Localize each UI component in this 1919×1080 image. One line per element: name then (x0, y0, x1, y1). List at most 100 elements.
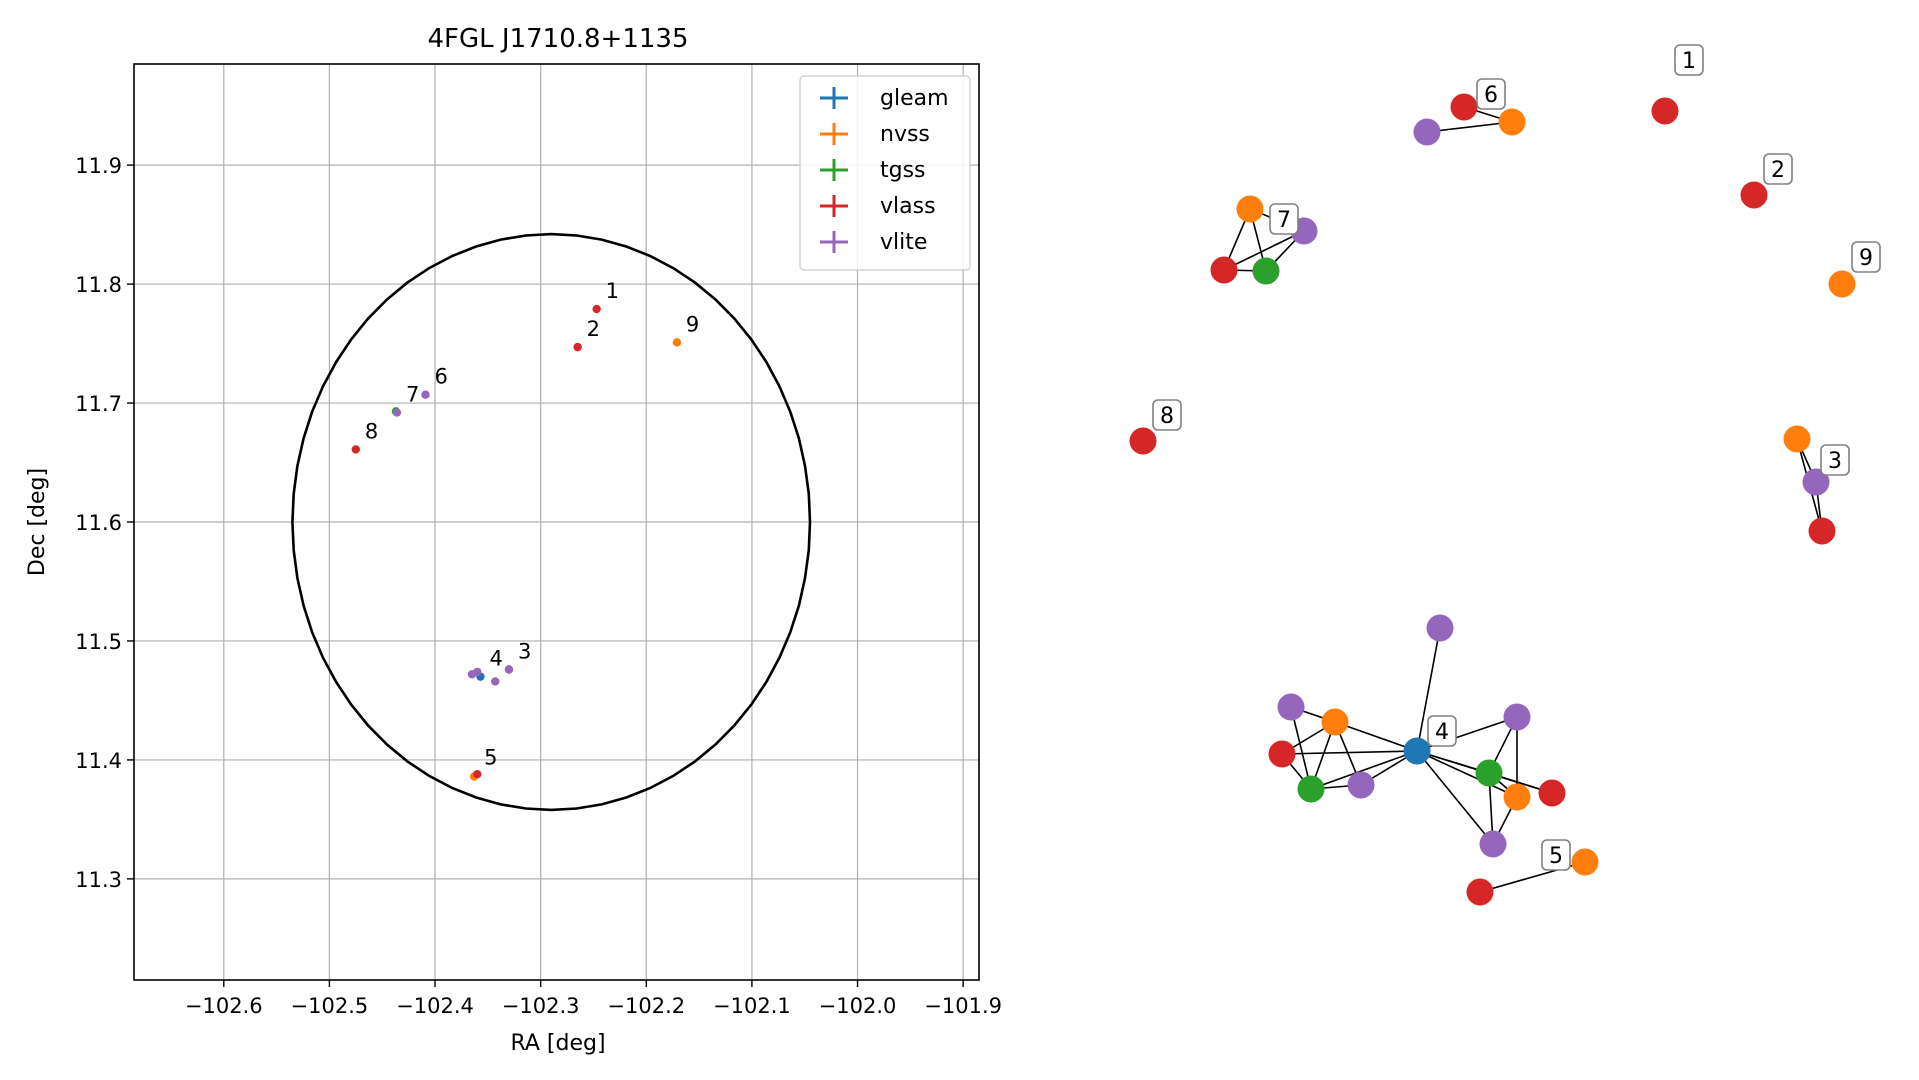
graph-node-vlass (1210, 256, 1238, 284)
graph-edge (1223, 230, 1305, 271)
point-vlass (351, 445, 361, 454)
graph-label-box (1820, 444, 1850, 476)
legend-label: vlass (880, 194, 936, 219)
graph-label: 5 (1549, 844, 1563, 869)
graph-edge (1426, 121, 1513, 133)
graph-label-box (1851, 241, 1881, 273)
chart-title: 4FGL J1710.8+1135 (428, 24, 689, 54)
localization-ellipse (291, 232, 812, 812)
data-points (351, 304, 682, 781)
y-tick-label: 11.4 (75, 749, 122, 773)
graph-node-tgss (1475, 759, 1503, 787)
x-tick-label: −102.1 (713, 994, 791, 1018)
y-tick-label: 11.8 (75, 273, 122, 297)
point-vlite (491, 677, 500, 686)
scatter-panel: 4FGL J1710.8+1135 12 34 5 67 8 9 −102.6 −102.5… (25, 24, 1002, 1056)
graph-label-box (1427, 715, 1457, 747)
legend-box (799, 75, 971, 271)
graph-edge (1334, 721, 1418, 752)
graph-node-vlite (1479, 830, 1507, 858)
y-axis-ticks: 11.3 11.4 11.5 11.6 11.7 11.8 11.9 (75, 154, 134, 892)
legend-label: nvss (880, 122, 930, 147)
x-tick-label: −101.9 (924, 994, 1002, 1018)
graph-label-box (1541, 839, 1571, 871)
point-label: 3 (518, 640, 531, 664)
graph-node-nvss (1783, 425, 1811, 453)
graph-node-vlass (1268, 740, 1296, 768)
legend-label: gleam (880, 86, 949, 111)
y-tick-label: 11.6 (75, 511, 122, 535)
y-axis-label: Dec [deg] (25, 468, 50, 576)
graph-node-labels: 1 2 3 4 5 6 7 8 9 (1152, 44, 1881, 871)
graph-node-tgss (1252, 257, 1280, 285)
grid-lines (134, 64, 979, 980)
point-vlass (473, 769, 482, 779)
graph-edge (1310, 750, 1418, 790)
point-label: 9 (686, 312, 699, 336)
y-tick-label: 11.9 (75, 154, 122, 178)
graph-node-vlite (1802, 468, 1830, 496)
x-tick-label: −102.2 (607, 994, 685, 1018)
point-vlite (467, 670, 477, 679)
point-label: 1 (606, 279, 619, 303)
graph-node-tgss (1297, 775, 1325, 803)
y-tick-label: 11.7 (75, 392, 122, 416)
graph-node-vlite (1347, 771, 1375, 799)
graph-node-vlass (1129, 427, 1157, 455)
graph-node-vlass (1651, 97, 1679, 125)
point-vlass (592, 304, 601, 314)
legend-label: tgss (880, 158, 926, 183)
network-panel: 1 2 3 4 5 6 7 8 9 (1129, 44, 1881, 906)
x-tick-label: −102.6 (185, 994, 263, 1018)
error-ellipse (291, 232, 812, 812)
graph-label: 2 (1771, 158, 1785, 183)
graph-node-vlass (1538, 779, 1566, 807)
point-nvss (672, 338, 682, 347)
graph-label: 1 (1682, 49, 1696, 74)
graph-label: 7 (1277, 208, 1291, 233)
point-label: 5 (484, 745, 497, 769)
graph-label-box (1763, 153, 1793, 185)
point-label: 8 (365, 419, 378, 443)
graph-node-nvss (1503, 783, 1531, 811)
point-label: 4 (489, 647, 502, 671)
graph-edge (1281, 750, 1418, 755)
x-tick-label: −102.0 (819, 994, 897, 1018)
y-tick-label: 11.3 (75, 868, 122, 892)
graph-node-vlass (1808, 517, 1836, 545)
graph-node-vlass (1450, 93, 1478, 121)
graph-edge (1416, 627, 1441, 752)
legend: gleam nvss tgss vlass vlite (799, 75, 971, 271)
point-label: 6 (435, 365, 448, 389)
x-tick-label: −102.4 (396, 994, 474, 1018)
x-tick-label: −102.5 (291, 994, 369, 1018)
graph-edge (1290, 706, 1312, 790)
graph-node-vlite (1503, 703, 1531, 731)
point-vlite (504, 665, 514, 674)
graph-label: 8 (1160, 404, 1174, 429)
point-label: 7 (406, 383, 419, 407)
graph-label-box (1269, 203, 1299, 235)
point-vlite (421, 390, 430, 399)
legend-label: vlite (880, 230, 927, 255)
point-vlass (573, 342, 582, 352)
graph-node-nvss (1321, 708, 1349, 736)
graph-node-nvss (1571, 848, 1599, 876)
graph-node-nvss (1236, 195, 1264, 223)
graph-node-vlass (1466, 878, 1494, 906)
graph-label: 3 (1828, 449, 1842, 474)
point-labels: 12 34 5 67 8 9 (365, 279, 699, 769)
graph-label-box (1152, 399, 1182, 431)
graph-label: 4 (1435, 720, 1449, 745)
x-axis-ticks: −102.6 −102.5 −102.4 −102.3 −102.2 −102.1 −102… (185, 980, 1002, 1018)
x-axis-label: RA [deg] (510, 1031, 605, 1056)
graph-nodes (1129, 93, 1856, 906)
graph-label: 6 (1484, 83, 1498, 108)
graph-node-vlite (1426, 614, 1454, 642)
graph-label-box (1476, 78, 1506, 110)
graph-node-vlite (1277, 693, 1305, 721)
graph-node-vlite (1413, 118, 1441, 146)
point-vlite (392, 408, 402, 417)
graph-label-box (1674, 44, 1704, 76)
